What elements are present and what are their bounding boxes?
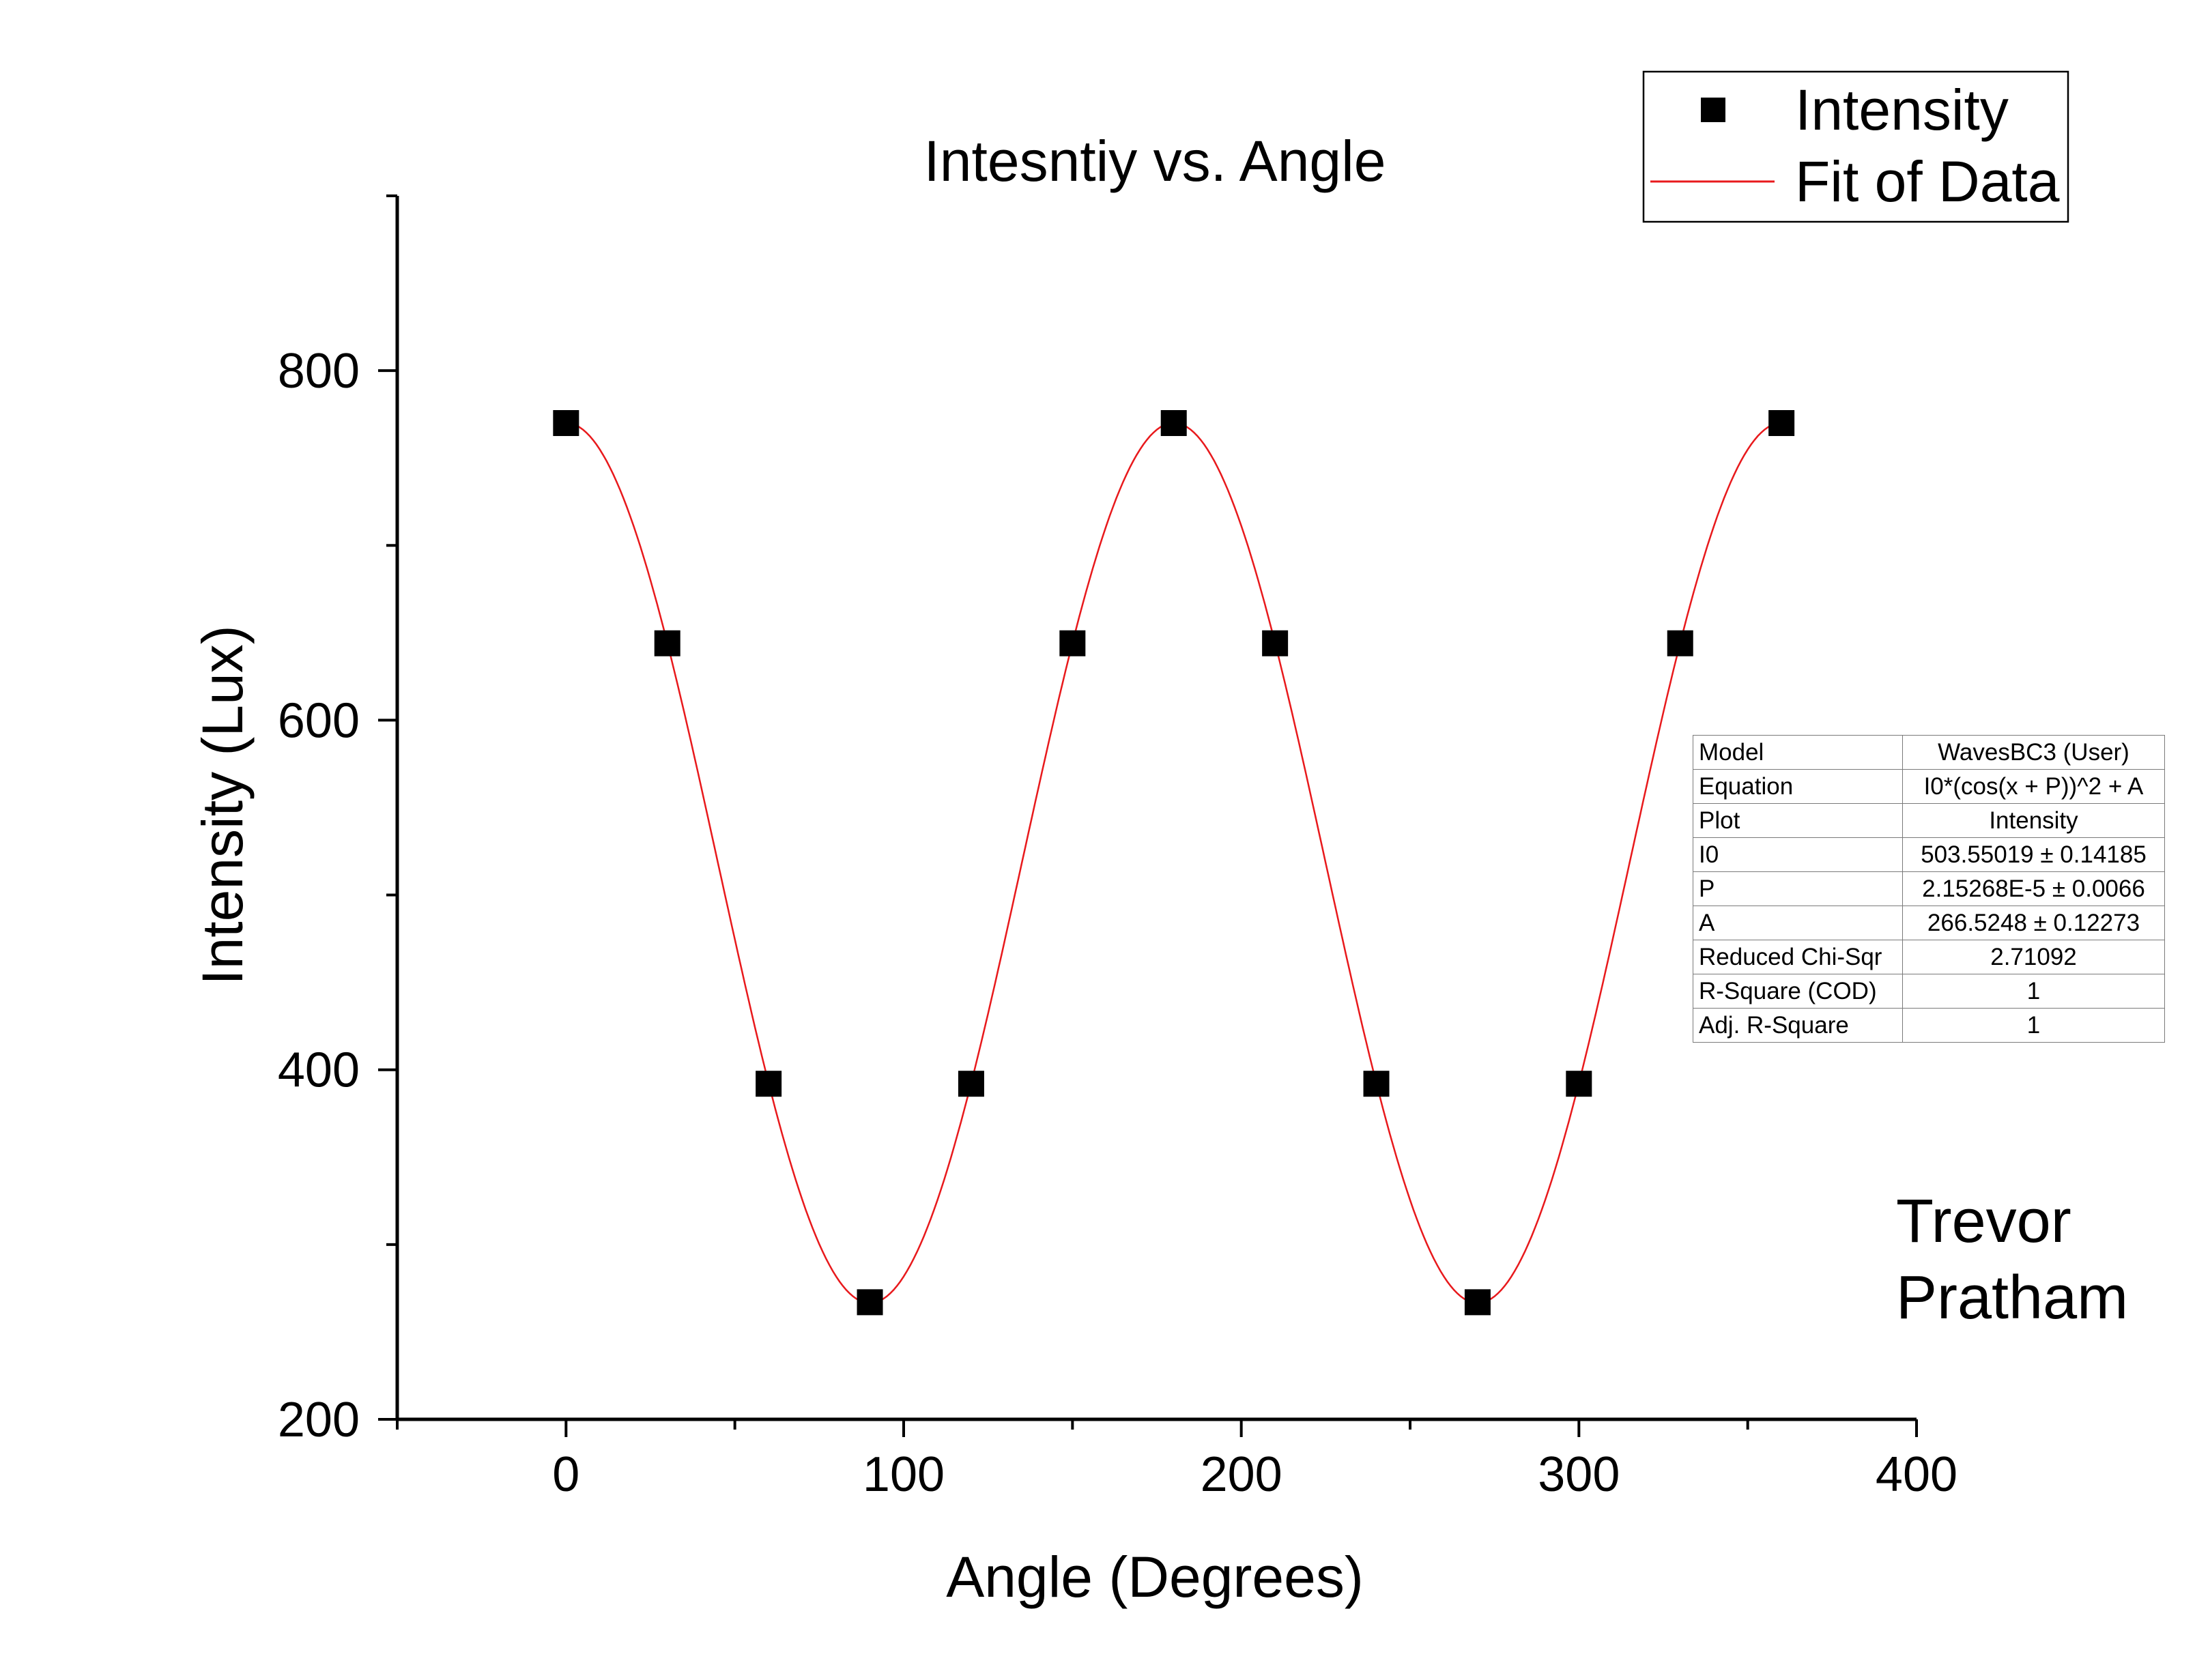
fit-table-value: 266.5248 ± 0.12273: [1902, 906, 2165, 940]
data-point-marker: [1059, 630, 1086, 656]
fit-table-value: Intensity: [1902, 803, 2165, 838]
fit-table-value: 1: [1902, 1008, 2165, 1043]
data-point-marker: [654, 630, 680, 656]
fit-table-row: Model WavesBC3 (User): [1693, 735, 2165, 770]
data-point-marker: [958, 1071, 984, 1097]
data-point-marker: [1667, 630, 1693, 656]
x-tick-label: 400: [1876, 1447, 1957, 1502]
fit-table-value: WavesBC3 (User): [1902, 735, 2165, 770]
fit-table-key: I0: [1693, 837, 1903, 872]
fit-curve: [566, 422, 1782, 1304]
x-tick-label: 200: [1201, 1447, 1282, 1502]
fit-table-value: 503.55019 ± 0.14185: [1902, 837, 2165, 872]
fit-table-value: I0*(cos(x + P))^2 + A: [1902, 769, 2165, 804]
fit-table-key: Reduced Chi-Sqr: [1693, 940, 1903, 974]
fit-table-key: R-Square (COD): [1693, 974, 1903, 1009]
y-axis-ticks: 200 400 600 800: [278, 194, 397, 1447]
x-tick-label: 100: [863, 1447, 945, 1502]
data-point-marker: [1464, 1289, 1491, 1316]
fit-table-row: R-Square (COD) 1: [1693, 974, 2165, 1009]
fit-table-row: Adj. R-Square 1: [1693, 1008, 2165, 1043]
y-tick-label: 600: [278, 693, 360, 748]
fit-table-row: I0 503.55019 ± 0.14185: [1693, 837, 2165, 872]
data-markers: [553, 409, 1795, 1316]
author-line-2: Pratham: [1896, 1264, 2128, 1332]
fit-table-value: 2.15268E-5 ± 0.0066: [1902, 871, 2165, 906]
data-point-marker: [1160, 409, 1187, 436]
data-point-marker: [553, 409, 579, 436]
legend-marker-square-icon: [1701, 98, 1725, 122]
fit-table-key: A: [1693, 906, 1903, 940]
data-point-marker: [857, 1289, 883, 1316]
fit-results-table: Model WavesBC3 (User) Equation I0*(cos(x + …: [1693, 735, 2165, 1043]
data-point-marker: [1768, 409, 1795, 436]
chart-title: Intesntiy vs. Angle: [923, 129, 1386, 193]
data-point-marker: [1262, 630, 1289, 656]
fit-table-row: A 266.5248 ± 0.12273: [1693, 906, 2165, 940]
x-tick-label: 0: [552, 1447, 579, 1502]
fit-table-row: Reduced Chi-Sqr 2.71092: [1693, 940, 2165, 974]
fit-table-key: P: [1693, 871, 1903, 906]
legend-box: [1642, 70, 2069, 223]
y-tick-label: 800: [278, 344, 360, 399]
data-point-marker: [1363, 1071, 1390, 1097]
fit-table-value: 1: [1902, 974, 2165, 1009]
y-tick-label: 200: [278, 1393, 360, 1447]
fit-table-row: Equation I0*(cos(x + P))^2 + A: [1693, 769, 2165, 804]
x-tick-label: 300: [1538, 1447, 1620, 1502]
fit-table-key: Plot: [1693, 803, 1903, 838]
x-axis-ticks: 0 100 200 300 400: [396, 1419, 1957, 1502]
fit-table-key: Model: [1693, 735, 1903, 770]
author-line-1: Trevor: [1896, 1187, 2071, 1256]
fit-table-value: 2.71092: [1902, 940, 2165, 974]
fit-table-row: Plot Intensity: [1693, 803, 2165, 838]
y-tick-label: 400: [278, 1043, 360, 1098]
legend-label-intensity: Intensity: [1795, 78, 2009, 142]
legend: Intensity Fit of Data: [1642, 70, 2069, 223]
legend-label-fit: Fit of Data: [1795, 149, 2060, 214]
fit-table-key: Adj. R-Square: [1693, 1008, 1903, 1043]
x-axis-title: Angle (Degrees): [946, 1545, 1364, 1609]
fit-table-row: P 2.15268E-5 ± 0.0066: [1693, 871, 2165, 906]
y-axis-title: Intensity (Lux): [190, 625, 255, 985]
data-point-marker: [1566, 1071, 1592, 1097]
fit-table-key: Equation: [1693, 769, 1903, 804]
data-point-marker: [756, 1071, 782, 1097]
